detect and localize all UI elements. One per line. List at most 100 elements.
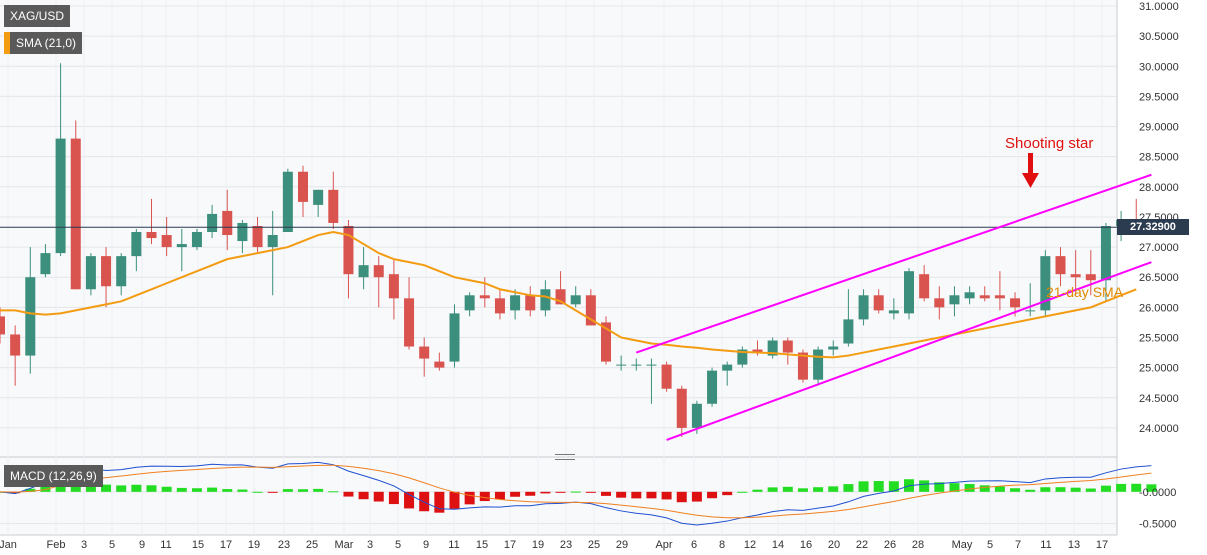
price-tick-label: 24.5000 [1139,393,1179,405]
macd-histogram-bar [40,484,51,492]
sma-legend[interactable]: SMA (21,0) [4,32,83,54]
macd-histogram-bar [843,484,854,492]
macd-histogram-bar [631,491,642,499]
pane-splitter-handle[interactable] [555,454,575,460]
macd-histogram-bar [828,486,839,492]
macd-histogram-bar [964,483,975,492]
macd-histogram-bar [525,491,536,496]
candle-body [1025,310,1036,312]
time-tick-label: 22 [856,539,868,551]
price-tick-label: 28.0000 [1139,182,1179,194]
shooting-star-arrow-icon [1022,153,1039,188]
macd-histogram-bar [767,487,778,492]
candle-body [479,295,490,299]
candle-body [919,274,930,299]
candle-body [767,340,778,356]
time-tick-label: Jan [0,539,17,551]
time-tick-label: 19 [248,539,260,551]
candle-body [161,235,172,248]
macd-histogram-bar [555,491,566,493]
macd-histogram-bar [358,491,369,500]
candle-body [282,171,293,233]
price-tick-label: 31.0000 [1139,1,1179,13]
macd-histogram-bar [116,485,127,492]
time-tick-label: 25 [588,539,600,551]
candle-body [843,319,854,344]
candle-body [404,298,415,347]
candle-body [949,295,960,305]
candle-body [434,361,445,368]
macd-histogram-bar [282,489,293,492]
candle-body [176,244,187,248]
macd-histogram-bar [267,491,278,493]
macd-histogram-bar [979,485,990,492]
macd-histogram-bar [949,483,960,492]
time-tick-label: 15 [192,539,204,551]
time-tick-label: 5 [109,539,115,551]
time-tick-label: 8 [719,539,725,551]
macd-tick-label: -0.0000 [1139,487,1176,499]
channel-upper-line [635,173,1152,354]
candle-body [85,256,96,290]
candle-body [752,349,763,353]
candle-body [267,235,278,248]
macd-histogram-bar [994,486,1005,492]
macd-legend[interactable]: MACD (12,26,9) [4,465,103,487]
macd-pane [0,461,1157,526]
macd-histogram-bar [797,488,808,492]
candle-body [570,295,581,305]
candle-body [131,232,142,257]
candle-body [964,292,975,299]
time-tick-label: Apr [655,539,672,551]
price-tick-label: 30.5000 [1139,31,1179,43]
macd-pane-bg [0,460,1117,535]
macd-histogram-bar [1116,483,1127,492]
macd-histogram-bar [1040,487,1051,492]
time-tick-label: 13 [1068,539,1080,551]
price-tick-label: 25.5000 [1139,332,1179,344]
price-tick-label: 26.5000 [1139,272,1179,284]
candle-body [237,222,248,242]
macd-histogram-bar [934,482,945,492]
candle-body [888,310,899,314]
time-tick-label: 11 [160,539,171,551]
macd-histogram-bar [873,480,884,492]
symbol-legend[interactable]: XAG/USD [4,5,71,27]
macd-histogram-bar [1131,483,1142,492]
price-tick-label: 25.0000 [1139,363,1179,375]
candle-body [601,322,611,362]
macd-histogram-bar [388,491,399,505]
macd-histogram-bar [207,487,218,492]
macd-histogram-bar [661,491,672,500]
macd-histogram-bar [404,491,415,509]
candle-body [0,316,5,335]
macd-histogram-bar [919,480,930,492]
macd-histogram-bar [25,488,36,492]
macd-histogram-bar [101,484,112,492]
sma-line [0,230,1137,359]
time-tick-label: 17 [220,539,232,551]
price-tick-label: 26.0000 [1139,302,1179,314]
macd-histogram-bar [494,491,505,500]
price-pane-bg [0,0,1117,460]
candle-body [555,289,566,305]
time-tick-label: 9 [423,539,429,551]
macd-histogram-bar [1085,488,1096,492]
time-tick-label: 28 [912,539,924,551]
candle-body [1100,225,1111,281]
time-axis: Jan Feb 3 5 9 11 15 17 19 23 25 Mar 3 5 9 11 15 17 19 23 25 2… [0,539,1108,551]
time-tick-label: 15 [476,539,488,551]
macd-histogram-bar [328,491,339,493]
macd-histogram-bar [510,491,521,497]
price-tick-label: 29.0000 [1139,122,1179,134]
macd-histogram-bar [343,491,354,497]
macd-histogram-bar [191,488,202,492]
macd-histogram-bar [146,485,157,492]
signal-line [0,464,1152,519]
macd-histogram-bar [1146,484,1157,492]
candle-body [828,346,839,350]
time-tick-label: May [952,539,973,551]
time-tick-label: 26 [884,539,896,551]
macd-histogram-bar [161,486,172,492]
